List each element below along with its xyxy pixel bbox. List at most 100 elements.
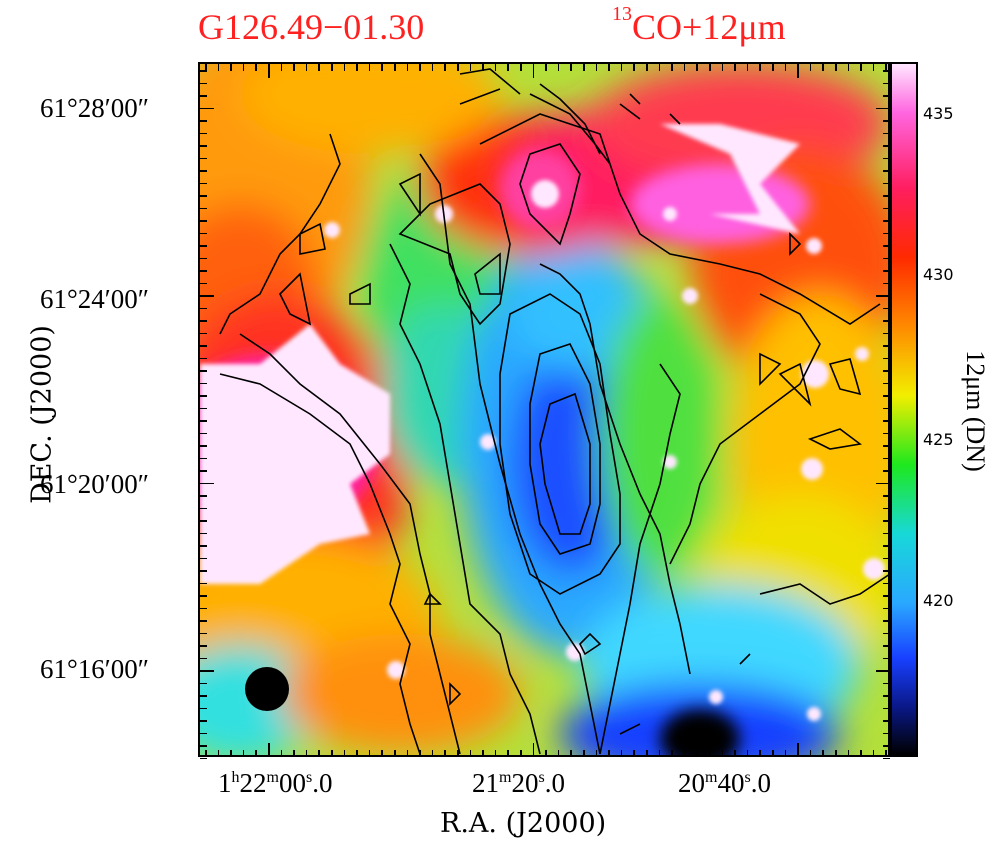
colorbar <box>890 62 918 757</box>
x-tick-bottom <box>444 750 446 757</box>
y-tick-left <box>200 132 207 134</box>
x-tick-bottom <box>860 750 862 757</box>
y-tick-left <box>200 207 207 209</box>
y-tick-right <box>883 570 890 572</box>
y-tick-left <box>200 82 207 84</box>
x-tick-top <box>759 64 761 71</box>
x-tick-top <box>608 64 610 71</box>
y-tick-right <box>883 682 890 684</box>
x-tick-label-21m: 21m20s.0 <box>472 768 565 798</box>
x-tick-bottom <box>381 750 383 757</box>
y-tick-left <box>200 195 207 197</box>
y-tick-right <box>883 382 890 384</box>
x-tick-top <box>368 64 371 71</box>
y-tick-left <box>200 720 207 722</box>
x-tick-bottom <box>847 750 850 757</box>
x-axis-label: R.A. (J2000) <box>440 808 607 839</box>
x-tick-label-20m: 20m40s.0 <box>678 768 771 798</box>
y-tick-right <box>883 457 890 459</box>
x-tick-bottom <box>368 750 371 757</box>
y-tick-left <box>200 482 214 484</box>
y-tick-label-28: 61°28′00″ <box>40 93 149 123</box>
y-tick-left <box>200 545 207 547</box>
y-tick-left <box>200 682 207 684</box>
x-tick-top <box>633 64 635 71</box>
y-tick-right <box>883 720 890 722</box>
x-tick-bottom <box>205 750 207 757</box>
x-tick-top <box>570 64 572 71</box>
x-tick-top <box>532 64 535 78</box>
x-tick-bottom <box>784 750 787 757</box>
y-tick-right <box>883 170 890 172</box>
y-tick-left <box>200 620 207 622</box>
x-tick-bottom <box>721 750 724 757</box>
x-tick-top <box>494 64 497 71</box>
y-tick-right <box>883 657 890 659</box>
x-tick-top <box>696 64 698 71</box>
y-tick-right <box>876 107 890 109</box>
y-tick-right <box>883 645 890 647</box>
x-tick-bottom <box>583 750 585 757</box>
x-tick-bottom <box>293 750 295 757</box>
x-tick-top <box>482 64 484 71</box>
x-tick-bottom <box>872 750 875 757</box>
x-tick-top <box>268 64 270 78</box>
x-tick-bottom <box>620 750 623 757</box>
x-tick-top <box>835 64 837 71</box>
y-tick-left <box>200 245 207 247</box>
y-tick-right <box>883 232 890 234</box>
x-tick-bottom <box>759 750 761 757</box>
x-tick-bottom <box>646 750 648 757</box>
y-tick-left <box>200 220 207 222</box>
x-tick-bottom <box>835 750 837 757</box>
x-tick-bottom <box>242 750 245 757</box>
y-tick-left <box>200 507 207 509</box>
tracer-label: CO+12μm <box>632 7 786 47</box>
x-tick-top <box>331 64 333 71</box>
y-tick-left <box>200 332 207 334</box>
y-tick-left <box>200 320 207 322</box>
x-tick-bottom <box>255 750 257 757</box>
x-tick-top <box>242 64 245 71</box>
x-tick-bottom <box>885 750 887 757</box>
y-tick-left <box>200 520 207 522</box>
x-tick-top <box>305 64 308 71</box>
x-tick-top <box>431 64 434 71</box>
x-tick-top <box>557 64 560 71</box>
x-tick-bottom <box>545 750 547 757</box>
x-tick-top <box>419 64 421 71</box>
y-tick-right <box>883 207 890 209</box>
y-tick-left <box>200 282 207 284</box>
x-tick-label-22m: 1h22m00s.0 <box>218 768 333 798</box>
x-tick-bottom <box>532 743 535 757</box>
x-tick-top <box>230 64 232 71</box>
y-tick-right <box>883 470 890 472</box>
y-tick-left <box>200 557 207 559</box>
y-tick-left <box>200 182 207 184</box>
co-contours <box>219 68 888 755</box>
y-tick-left <box>200 295 214 297</box>
y-tick-right <box>883 582 890 584</box>
x-tick-top <box>658 64 661 71</box>
y-tick-left <box>200 107 214 109</box>
y-tick-left <box>200 470 207 472</box>
x-tick-top <box>860 64 862 71</box>
y-tick-left <box>200 532 207 534</box>
x-tick-bottom <box>356 750 358 757</box>
x-tick-bottom <box>595 750 598 757</box>
x-tick-bottom <box>746 750 749 757</box>
y-tick-left <box>200 307 207 309</box>
y-tick-right <box>883 120 890 122</box>
x-tick-top <box>734 64 736 71</box>
x-tick-top <box>343 64 346 71</box>
x-tick-top <box>583 64 585 71</box>
x-tick-top <box>394 64 396 71</box>
y-tick-right <box>883 745 890 747</box>
y-tick-left <box>200 695 207 697</box>
y-tick-right <box>883 557 890 559</box>
y-tick-right <box>883 707 890 709</box>
x-tick-top <box>847 64 850 71</box>
x-tick-bottom <box>268 743 270 757</box>
colorbar-tick-420: 420 <box>923 591 954 610</box>
y-tick-right <box>883 395 890 397</box>
